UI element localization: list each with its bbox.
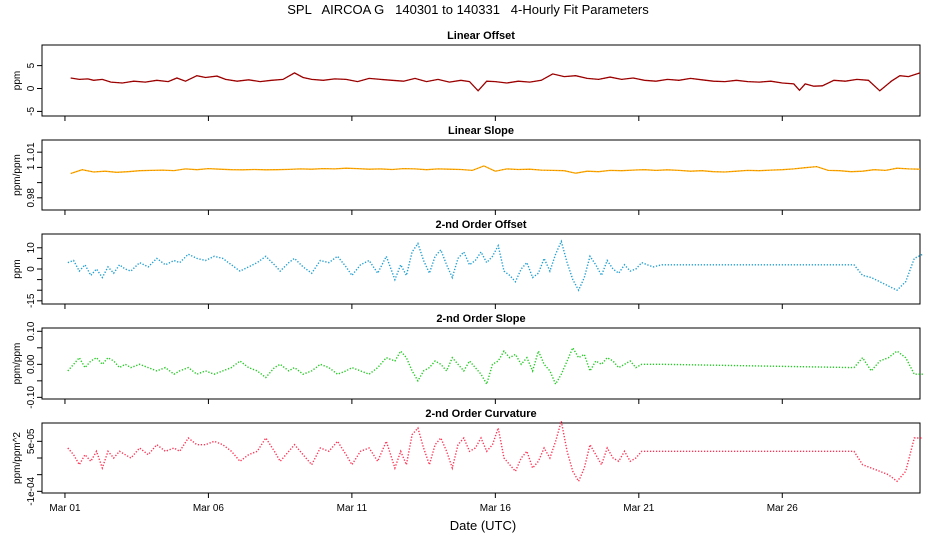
panel-frame [41,327,921,400]
panel-frame [41,422,921,494]
y-axis-label: ppm/ppm^2 [12,432,23,484]
panel-title: 2-nd Order Offset [435,219,526,231]
panel-frame [41,139,921,211]
series-line [70,165,921,175]
series-markers [70,72,921,92]
y-tick-label: 0.10 [26,321,37,341]
panel-title: 2-nd Order Slope [436,313,525,325]
figure-title: SPL AIRCOA G 140301 to 140331 4-Hourly F… [287,2,649,17]
y-tick-label: -1e-04 [26,476,37,505]
y-tick-label: 0.98 [26,188,37,208]
panel-3: 2-nd Order Offset ppm -15 0 10 [12,219,924,309]
series-line [70,72,921,92]
y-tick-label: -0.10 [26,386,37,409]
y-axis-label: ppm [12,259,23,278]
y-tick-label: 0 [26,266,37,272]
series-line [67,421,923,483]
panel-title: Linear Slope [448,125,514,137]
series-line [67,346,923,386]
series-line [67,239,924,292]
y-tick-label: 5 [26,62,37,68]
panel-title: Linear Offset [447,30,515,42]
x-tick-label: Mar 06 [193,503,225,514]
y-axis-label: ppm [12,71,23,90]
x-tick-label: Mar 26 [767,503,799,514]
y-tick-label: 10 [26,242,37,254]
y-tick-label: 0 [26,85,37,91]
y-axis-label: ppm/ppm [12,154,23,196]
x-axis-label: Date (UTC) [449,518,517,533]
y-tick-label: 1 [26,164,37,170]
panel-frame [41,44,921,117]
panel-4: 2-nd Order Slope ppm/ppm-0.10 0.00 0.10 [12,313,923,409]
panel-1: Linear Offset ppm -5 0 5 [12,30,921,121]
y-tick-label: 0.00 [26,354,37,374]
panel-title: 2-nd Order Curvature [425,408,536,420]
panel-frame [41,233,921,305]
x-tick-label: Mar 21 [623,503,655,514]
y-tick-label: 5e-05 [26,428,37,454]
y-tick-label: -15 [26,293,37,308]
x-tick-label: Mar 01 [49,503,81,514]
y-tick-label: -5 [26,107,37,116]
panel-5: 2-nd Order Curvature ppm/ppm^2-1e-04 5e-05… [12,408,923,514]
y-axis-label: ppm/ppm [12,343,23,385]
x-tick-label: Mar 16 [480,503,512,514]
x-tick-label: Mar 11 [337,503,368,514]
y-tick-label: 1.01 [26,142,37,162]
